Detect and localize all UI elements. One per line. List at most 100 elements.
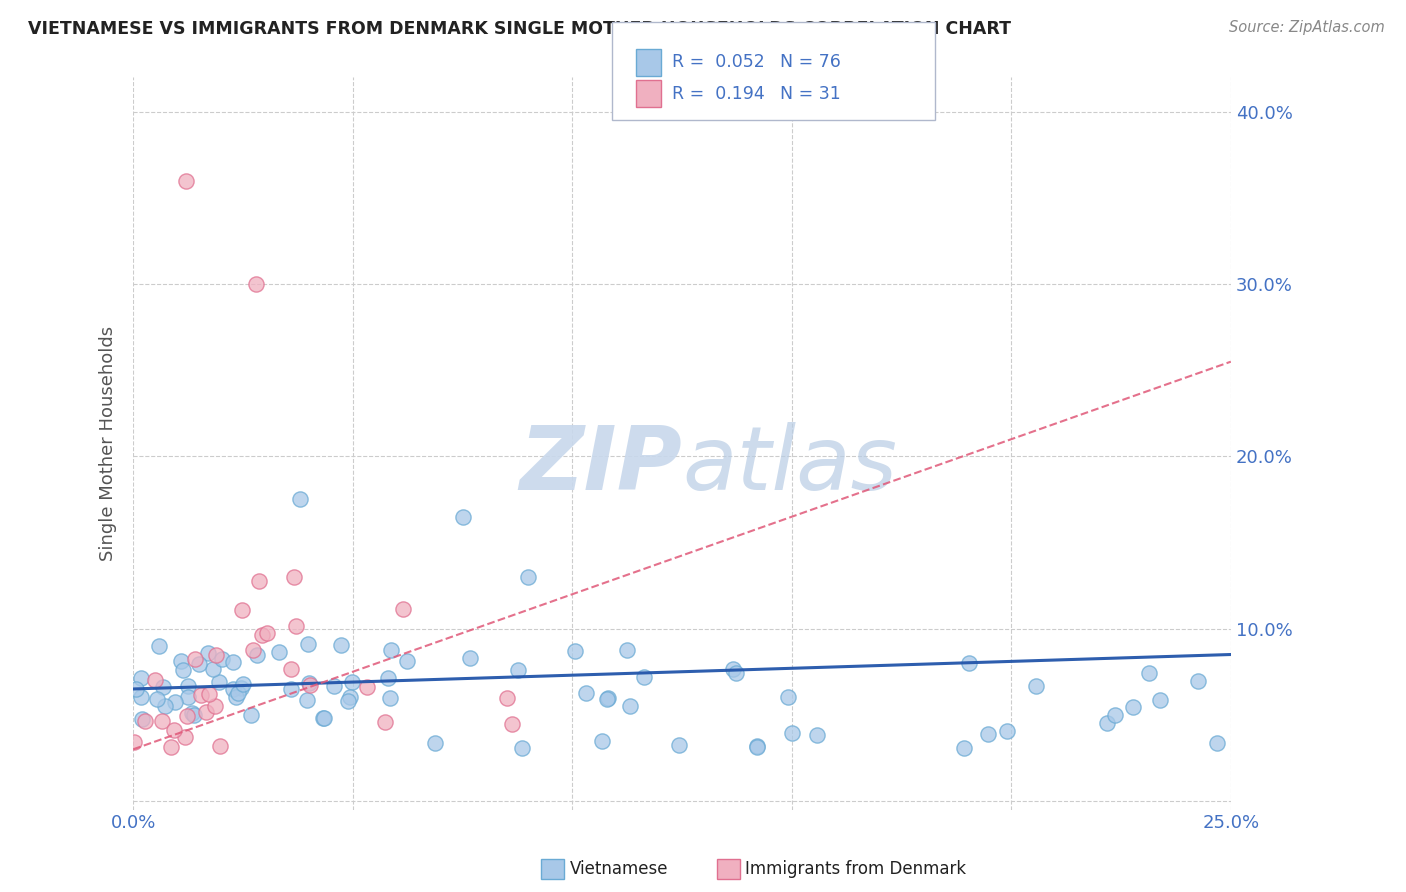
Point (1205, 736, 1227, 750)
Point (246, 648, 269, 663)
Point (745, 740, 768, 755)
Point (188, 657, 211, 671)
Point (170, 654, 193, 668)
Point (125, 681, 148, 696)
Point (280, 662, 302, 676)
Point (148, 639, 170, 653)
Text: Immigrants from Denmark: Immigrants from Denmark (745, 860, 966, 878)
Text: N = 76: N = 76 (780, 54, 841, 71)
Point (596, 690, 619, 705)
Point (633, 670, 655, 684)
Point (299, 678, 322, 692)
Text: ZIP: ZIP (519, 422, 682, 509)
Point (780, 726, 803, 740)
Point (312, 711, 335, 725)
Point (129, 671, 152, 685)
Point (174, 174, 197, 188)
Point (172, 663, 194, 677)
Point (297, 676, 319, 690)
Point (724, 665, 747, 680)
Point (122, 735, 145, 749)
Point (205, 648, 228, 662)
Point (183, 652, 205, 666)
Point (209, 739, 232, 753)
Text: Vietnamese: Vietnamese (569, 860, 668, 878)
Point (458, 650, 481, 665)
Point (174, 730, 197, 744)
Point (256, 626, 278, 640)
Point (280, 682, 302, 697)
Point (226, 686, 249, 700)
Point (195, 705, 218, 719)
Point (616, 643, 638, 657)
Point (323, 679, 346, 693)
Point (380, 642, 402, 657)
Point (501, 717, 523, 731)
Point (995, 723, 1018, 738)
Point (222, 682, 245, 697)
Point (177, 679, 200, 693)
Point (510, 741, 533, 756)
Text: R =  0.052: R = 0.052 (672, 54, 765, 71)
Point (208, 675, 231, 690)
Point (1095, 715, 1118, 730)
Point (391, 602, 413, 616)
Point (329, 638, 352, 652)
Point (129, 690, 152, 704)
Point (295, 693, 318, 707)
Point (231, 603, 253, 617)
Point (496, 691, 519, 706)
Point (162, 723, 184, 738)
Point (159, 739, 181, 754)
Point (506, 663, 529, 677)
Point (284, 618, 307, 632)
Point (425, 735, 447, 749)
Point (339, 690, 361, 704)
Point (201, 662, 224, 676)
Point (337, 694, 360, 708)
Point (225, 690, 247, 704)
Point (591, 734, 613, 748)
Point (250, 627, 273, 641)
Point (245, 277, 267, 292)
Point (145, 691, 167, 706)
Point (806, 728, 828, 742)
Point (229, 681, 252, 695)
Point (177, 690, 200, 705)
Point (1104, 708, 1126, 723)
Point (575, 686, 598, 700)
Point (776, 690, 799, 705)
Point (564, 644, 586, 658)
Point (190, 689, 212, 703)
Point (1187, 674, 1209, 689)
Point (1137, 665, 1160, 680)
Text: VIETNAMESE VS IMMIGRANTS FROM DENMARK SINGLE MOTHER HOUSEHOLDS CORRELATION CHART: VIETNAMESE VS IMMIGRANTS FROM DENMARK SI… (28, 20, 1011, 37)
Text: N = 31: N = 31 (780, 85, 841, 103)
Point (668, 738, 690, 752)
Point (269, 645, 291, 659)
Point (165, 695, 187, 709)
Point (247, 574, 270, 588)
Point (204, 699, 226, 714)
Point (297, 637, 319, 651)
Point (222, 655, 245, 669)
Point (957, 656, 980, 670)
Point (517, 570, 540, 584)
Point (242, 643, 264, 657)
Point (1122, 700, 1144, 714)
Point (723, 662, 745, 676)
Point (152, 680, 174, 694)
Point (977, 726, 1000, 740)
Point (198, 687, 221, 701)
Point (152, 714, 174, 728)
Point (153, 698, 176, 713)
Point (340, 674, 363, 689)
Point (288, 492, 311, 507)
Point (1149, 692, 1171, 706)
Point (283, 570, 305, 584)
Text: atlas: atlas (682, 423, 897, 508)
Point (1025, 679, 1047, 693)
Text: R =  0.194: R = 0.194 (672, 85, 765, 103)
Point (745, 739, 768, 753)
Point (374, 714, 396, 729)
